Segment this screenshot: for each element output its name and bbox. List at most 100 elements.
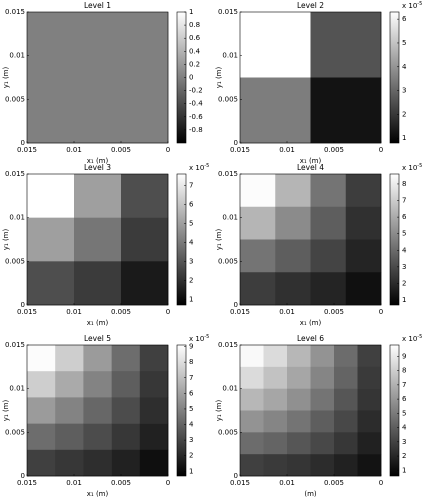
- y-tick-label: 0.005: [5, 95, 25, 103]
- colorbar-tick-label: 9: [402, 352, 406, 360]
- panel: Level 5 0.015 0.01 0.005 0 0 0.005 0.01 0.015 x₁ …: [2, 334, 209, 499]
- heatmap-cell: [240, 272, 276, 306]
- heatmap-cell: [287, 410, 311, 433]
- heatmap-cell: [55, 371, 84, 398]
- colorbar-tick-label: 0.4: [189, 47, 201, 55]
- colorbar-tick-label: 7: [189, 181, 193, 189]
- x-tick-label: 0.005: [111, 308, 131, 316]
- heatmap-cell: [310, 272, 347, 306]
- colorbar-tick-label: 5: [189, 219, 193, 227]
- heatmap-cell: [55, 449, 84, 477]
- y-tick-label: 0.01: [222, 52, 238, 60]
- heatmap-cell: [27, 174, 75, 218]
- colorbar-tick-label: 6: [402, 395, 407, 403]
- heatmap-cell: [287, 345, 311, 368]
- heatmap-cell: [310, 174, 347, 208]
- colorbar: [389, 344, 400, 477]
- heatmap-cell: [83, 449, 112, 477]
- heatmap-cell: [263, 388, 288, 411]
- heatmap-cell: [83, 371, 112, 398]
- colorbar-multiplier-base: x 10: [402, 335, 417, 343]
- x-tick-label: 0.01: [66, 479, 82, 487]
- heatmap-cell: [310, 77, 382, 144]
- colorbar-tick-label: 9: [189, 343, 193, 351]
- panel-title: Level 6: [297, 334, 324, 343]
- x-tick-label: 0.015: [17, 308, 37, 316]
- y-tick-label: 0.005: [218, 95, 238, 103]
- heatmap-cell: [27, 423, 56, 451]
- heatmap-cell: [334, 366, 358, 389]
- colorbar-multiplier-base: x 10: [189, 335, 204, 343]
- y-axis-label: y₁ (m): [215, 229, 223, 251]
- panel: Level 3 0.015 0.01 0.005 0 0 0.005 0.01 0.015 x₁ …: [2, 163, 209, 328]
- colorbar-multiplier: x 10-5: [402, 334, 422, 344]
- x-tick-label: 0.005: [111, 479, 131, 487]
- heatmap-cell: [310, 388, 335, 411]
- colorbar-tick-label: 1: [189, 467, 193, 475]
- panel: Level 4 0.015 0.01 0.005 0 0 0.005 0.01 0.015 x₁ …: [215, 163, 422, 328]
- colorbar-tick-label: 2: [402, 110, 406, 118]
- colorbar-tick-label: -0.2: [189, 87, 203, 95]
- panel-title: Level 3: [84, 163, 111, 172]
- heatmap-cell: [287, 388, 311, 411]
- colorbar-tick-label: 3: [189, 436, 193, 444]
- heatmap-cell: [240, 366, 264, 389]
- x-tick-label: 0.005: [324, 146, 344, 154]
- y-tick-label: 0: [21, 472, 25, 480]
- panel-title: Level 5: [84, 334, 111, 343]
- x-tick-label: 0.01: [279, 479, 295, 487]
- y-tick-label: 0: [234, 301, 238, 309]
- heatmap-cell: [310, 366, 335, 389]
- colorbar-multiplier-base: x 10: [402, 2, 417, 10]
- colorbar-multiplier-exponent: -5: [417, 1, 422, 7]
- x-axis-label: (m): [304, 490, 317, 498]
- x-tick-label: 0.005: [324, 308, 344, 316]
- heatmap-cell: [240, 345, 264, 368]
- colorbar-tick-label: 0.6: [189, 34, 201, 42]
- x-tick-label: 0.01: [279, 146, 295, 154]
- colorbar-tick-label: 1: [402, 134, 406, 142]
- colorbar-multiplier: x 10-5: [189, 334, 209, 344]
- colorbar-tick-label: 5: [189, 405, 193, 413]
- heatmap-cell: [275, 239, 311, 273]
- colorbar-multiplier-exponent: -5: [417, 334, 422, 340]
- colorbar-tick-label: 1: [402, 296, 406, 304]
- heatmap-cell: [111, 397, 141, 424]
- plot-frame: [239, 11, 382, 144]
- heatmap-cell: [334, 345, 358, 368]
- heatmap-cell: [27, 397, 56, 424]
- colorbar: [389, 11, 400, 144]
- colorbar: [176, 344, 187, 477]
- heatmap-cell: [263, 432, 288, 455]
- x-tick-label: 0.015: [17, 479, 37, 487]
- heatmap-cell: [240, 410, 264, 433]
- heatmap-cell: [55, 345, 84, 372]
- colorbar-multiplier: x 10-5: [402, 163, 422, 173]
- heatmap-cell: [345, 206, 382, 240]
- heatmap-cell: [263, 410, 288, 433]
- x-tick-label: 0.015: [230, 146, 250, 154]
- y-tick-label: 0: [234, 139, 238, 147]
- colorbar-tick-label: -0.8: [189, 126, 203, 134]
- heatmap-cell: [111, 449, 141, 477]
- colorbar-tick-label: 8: [402, 367, 406, 375]
- colorbar-tick-label: 2: [189, 452, 193, 460]
- heatmap-cell: [310, 432, 335, 455]
- x-tick-label: 0.01: [279, 308, 295, 316]
- heatmap-cell: [263, 454, 288, 477]
- colorbar-tick-label: 0.8: [189, 21, 200, 29]
- heatmap-cell: [357, 345, 382, 368]
- y-axis-label: y₁ (m): [2, 67, 10, 89]
- heatmap-cell: [139, 345, 169, 372]
- colorbar-tick-label: 3: [189, 257, 193, 265]
- colorbar: [176, 173, 187, 306]
- heatmap-cell: [275, 206, 311, 240]
- colorbar-tick-label: 3: [402, 263, 406, 271]
- x-tick-label: 0: [379, 146, 383, 154]
- x-tick-label: 0.005: [111, 146, 131, 154]
- y-tick-label: 0.01: [9, 52, 25, 60]
- heatmap-cell: [310, 410, 335, 433]
- colorbar-tick-label: 3: [402, 87, 406, 95]
- plot-frame: [26, 344, 169, 477]
